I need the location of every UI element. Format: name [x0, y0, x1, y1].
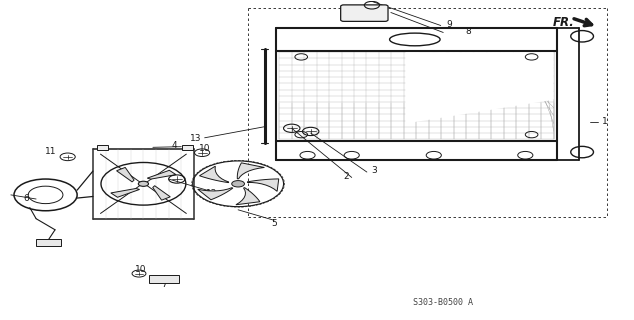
Polygon shape	[200, 166, 229, 183]
Polygon shape	[236, 188, 260, 205]
Text: FR.: FR.	[552, 16, 574, 29]
Polygon shape	[117, 167, 134, 182]
Text: 12: 12	[206, 189, 217, 198]
Polygon shape	[147, 170, 176, 179]
Polygon shape	[111, 188, 139, 197]
Polygon shape	[405, 52, 553, 124]
Text: 13: 13	[190, 134, 202, 143]
Polygon shape	[198, 188, 233, 200]
Text: 2: 2	[343, 172, 349, 181]
Text: 1: 1	[602, 117, 608, 126]
Text: 9: 9	[447, 20, 453, 29]
Text: 10: 10	[199, 144, 210, 153]
Text: 8: 8	[465, 27, 471, 36]
FancyBboxPatch shape	[340, 5, 388, 21]
Text: 6: 6	[23, 194, 29, 203]
Text: 3: 3	[371, 166, 377, 175]
Text: 4: 4	[171, 141, 177, 150]
Text: 5: 5	[271, 219, 277, 228]
Text: S303-B0500 A: S303-B0500 A	[413, 298, 473, 307]
FancyBboxPatch shape	[149, 275, 179, 283]
FancyBboxPatch shape	[36, 239, 61, 246]
Circle shape	[138, 181, 148, 186]
Text: 7: 7	[162, 280, 167, 289]
Polygon shape	[247, 179, 279, 191]
Polygon shape	[153, 186, 171, 200]
Text: 10: 10	[134, 265, 146, 274]
Text: 11: 11	[46, 147, 57, 156]
FancyBboxPatch shape	[182, 145, 193, 149]
Circle shape	[232, 180, 245, 187]
FancyBboxPatch shape	[97, 145, 108, 149]
Polygon shape	[237, 163, 264, 179]
